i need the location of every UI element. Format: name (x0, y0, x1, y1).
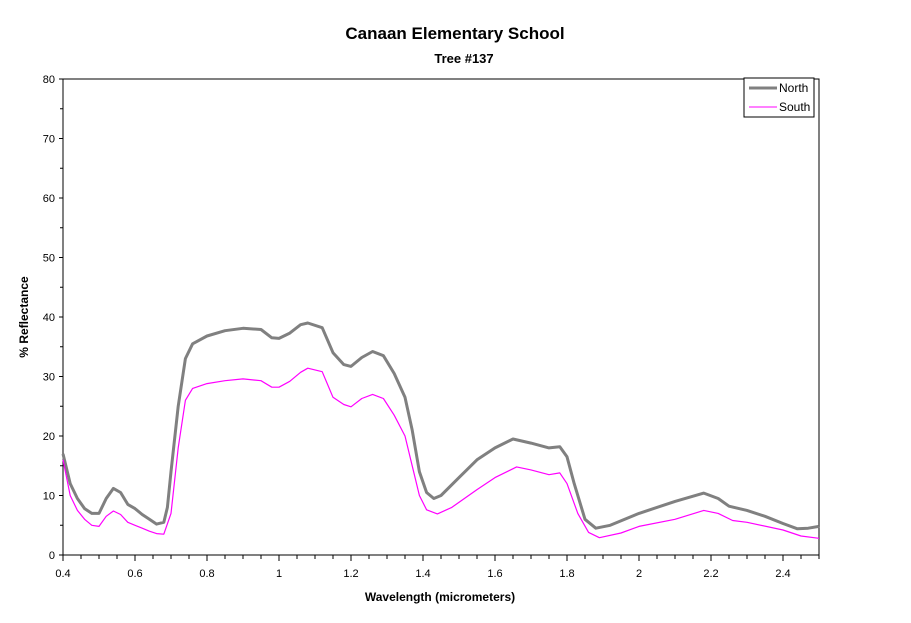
x-tick-label: 0.6 (127, 568, 142, 580)
x-axis-label: Wavelength (micrometers) (365, 590, 515, 604)
y-tick-label: 0 (49, 550, 55, 562)
x-tick-label: 0.8 (199, 568, 214, 580)
x-tick-label: 2.2 (703, 568, 718, 580)
legend-box (743, 77, 815, 118)
x-axis: 0.4 0.6 0.8 1 1.2 1.4 1.6 1.8 2 2.2 2.4 (55, 555, 820, 580)
x-tick-label: 1.6 (487, 568, 502, 580)
y-tick-label: 10 (43, 491, 55, 503)
legend: North South (743, 77, 815, 118)
y-tick-label: 70 (43, 134, 55, 146)
series-line-south (62, 367, 820, 539)
y-tick-label: 30 (43, 372, 55, 384)
chart-title: Canaan Elementary School (345, 24, 564, 43)
x-tick-label: 1.2 (343, 568, 358, 580)
series-line-north (61, 321, 820, 531)
chart-subtitle: Tree #137 (434, 51, 493, 66)
x-tick-label: 1.8 (559, 568, 574, 580)
y-axis: 0 10 20 30 40 50 60 70 80 (43, 74, 63, 562)
y-tick-label: 80 (43, 74, 55, 86)
legend-label-south: South (779, 100, 810, 114)
y-axis-label: % Reflectance (17, 276, 31, 358)
legend-label-north: North (779, 81, 808, 95)
x-tick-label: 0.4 (55, 568, 70, 580)
x-tick-label: 1.4 (415, 568, 430, 580)
y-tick-label: 60 (43, 193, 55, 205)
y-tick-label: 40 (43, 312, 55, 324)
x-tick-label: 1 (276, 568, 282, 580)
x-tick-label: 2.4 (775, 568, 790, 580)
plot-area (62, 78, 820, 556)
y-tick-label: 20 (43, 431, 55, 443)
x-tick-label: 2 (636, 568, 642, 580)
series-lines (61, 321, 820, 539)
y-tick-label: 50 (43, 253, 55, 265)
